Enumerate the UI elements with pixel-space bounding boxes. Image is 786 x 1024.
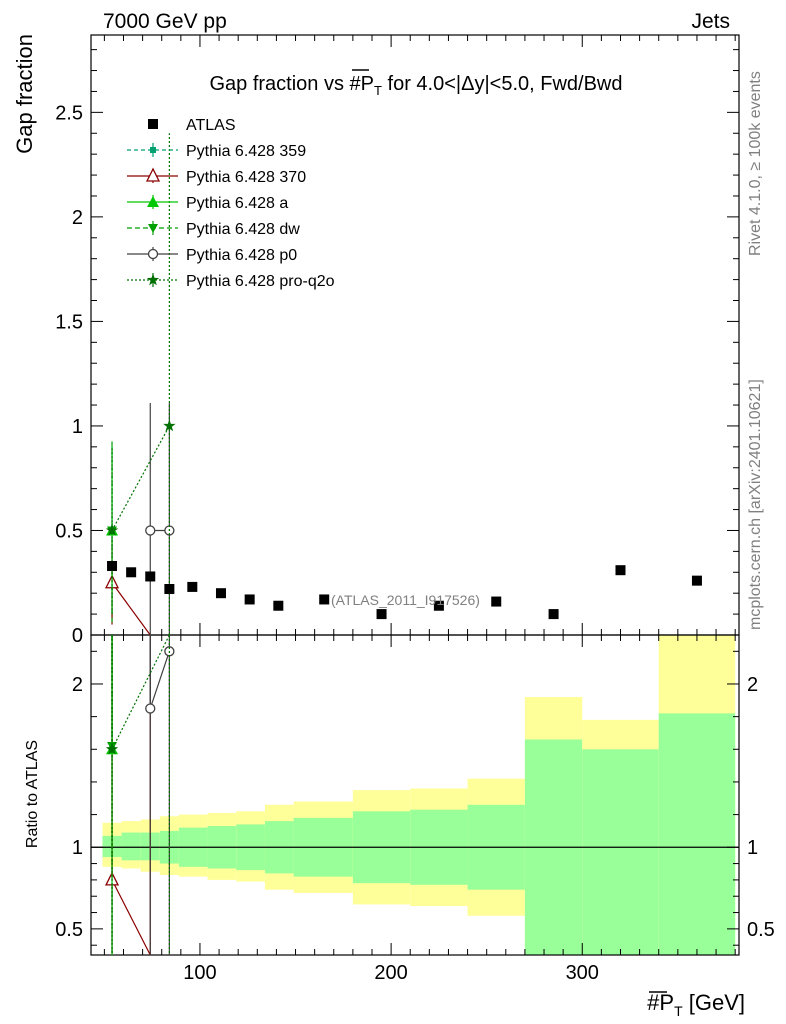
atlas-data-point bbox=[691, 575, 702, 586]
ratio-band-green bbox=[658, 713, 736, 955]
chart-title-part-2: P bbox=[361, 73, 374, 95]
y-tick-label: 2.5 bbox=[55, 102, 83, 124]
y-tick-label: 2 bbox=[72, 207, 83, 229]
atlas-data-point bbox=[376, 609, 387, 620]
chart-title-part-4: for 4.0<|Δy|<5.0, Fwd/Bwd bbox=[382, 73, 623, 95]
x-axis-label-part-3: T bbox=[674, 1003, 683, 1019]
x-axis-label-part-4: [GeV] bbox=[683, 990, 745, 1015]
atlas-data-point bbox=[215, 588, 226, 599]
atlas-data-point bbox=[244, 594, 255, 605]
atlas-data-point bbox=[107, 561, 118, 572]
atlas-data-point bbox=[145, 571, 156, 582]
ratio-band-green bbox=[121, 832, 141, 861]
energy-label: 7000 GeV pp bbox=[103, 10, 227, 33]
legend-label-atlas: ATLAS bbox=[186, 117, 236, 134]
legend-label: Pythia 6.428 dw bbox=[186, 221, 300, 238]
ratio-tick-label-right: 0.5 bbox=[747, 919, 775, 941]
legend: ATLAS Pythia 6.428 359 Pythia 6.428 370 Pyt… bbox=[127, 117, 335, 290]
y-tick-label: 0.5 bbox=[55, 520, 83, 542]
legend-label: Pythia 6.428 pro-q2o bbox=[186, 273, 335, 290]
atlas-data-point bbox=[164, 584, 175, 595]
ratio-tick-label: 2 bbox=[72, 674, 83, 696]
chart-title-part-3: T bbox=[374, 83, 382, 98]
atlas-data-point bbox=[126, 567, 137, 578]
legend-marker bbox=[147, 248, 159, 260]
atlas-data-point bbox=[491, 596, 502, 607]
series-5-ratio-point bbox=[105, 742, 119, 755]
atlas-data-point bbox=[615, 565, 626, 576]
ratio-tick-label: 1 bbox=[72, 837, 83, 859]
legend-marker-atlas bbox=[148, 119, 158, 129]
atlas-data-point bbox=[548, 609, 559, 620]
y-tick-label: 1 bbox=[72, 416, 83, 438]
series-5-ratio-line bbox=[111, 634, 170, 750]
analysis-label: (ATLAS_2011_I917526) bbox=[331, 592, 480, 608]
series-1-line bbox=[111, 582, 151, 636]
series-1-ratio-line bbox=[111, 635, 151, 956]
legend-marker bbox=[147, 196, 159, 207]
series-4-ratio-line bbox=[149, 635, 170, 709]
x-axis-label: #PT [GeV] bbox=[647, 990, 745, 1019]
legend-marker bbox=[146, 273, 160, 286]
legend-marker bbox=[150, 147, 156, 153]
legend-label: Pythia 6.428 p0 bbox=[186, 247, 297, 264]
series-5-point bbox=[105, 523, 119, 536]
series-4-ratio-point bbox=[145, 703, 156, 714]
atlas-data-point bbox=[319, 594, 330, 605]
series-4-point bbox=[145, 525, 156, 536]
atlas-data-point bbox=[273, 600, 284, 611]
x-tick-label: 200 bbox=[374, 962, 407, 984]
rivet-label: Rivet 4.1.0, ≥ 100k events bbox=[747, 71, 764, 256]
atlas-data-point bbox=[187, 581, 198, 592]
x-axis-label-part-2: P bbox=[659, 990, 674, 1015]
legend-marker bbox=[145, 167, 161, 182]
ratio-plot-frame bbox=[90, 634, 740, 956]
ratio-tick-label-right: 2 bbox=[747, 674, 758, 696]
legend-label: Pythia 6.428 359 bbox=[186, 143, 306, 160]
x-axis-label-part-1: # bbox=[647, 990, 660, 1015]
legend-label: Pythia 6.428 a bbox=[186, 195, 288, 212]
mcplots-label: mcplots.cern.ch [arXiv:2401.10621] bbox=[747, 379, 764, 630]
series-5-point bbox=[163, 419, 176, 432]
chart-title-part-1: Gap fraction vs # bbox=[209, 73, 361, 95]
series-5-line bbox=[111, 425, 170, 531]
legend-label: Pythia 6.428 370 bbox=[186, 169, 306, 186]
y-tick-label: 1.5 bbox=[55, 311, 83, 333]
jets-label: Jets bbox=[691, 10, 730, 33]
ratio-y-axis-label: Ratio to ATLAS bbox=[24, 740, 41, 848]
atlas-data-point bbox=[433, 600, 444, 611]
ratio-tick-label-right: 1 bbox=[747, 837, 758, 859]
ratio-uncertainty-bands bbox=[102, 635, 736, 955]
chart-title: Gap fraction vs #PT for 4.0<|Δy|<5.0, Fw… bbox=[209, 73, 622, 98]
legend-marker bbox=[148, 224, 158, 233]
ratio-tick-label: 0.5 bbox=[55, 919, 83, 941]
ratio-band-green bbox=[582, 749, 659, 955]
y-tick-label: 0 bbox=[72, 625, 83, 647]
chart-marks: 0 0.5 1 1.5 2 2.5 100 200 300 0.5 0.5 1 1 2 2 bbox=[55, 34, 775, 984]
x-tick-label: 100 bbox=[183, 962, 216, 984]
x-tick-label: 300 bbox=[566, 962, 599, 984]
y-axis-label: Gap fraction bbox=[12, 34, 37, 154]
